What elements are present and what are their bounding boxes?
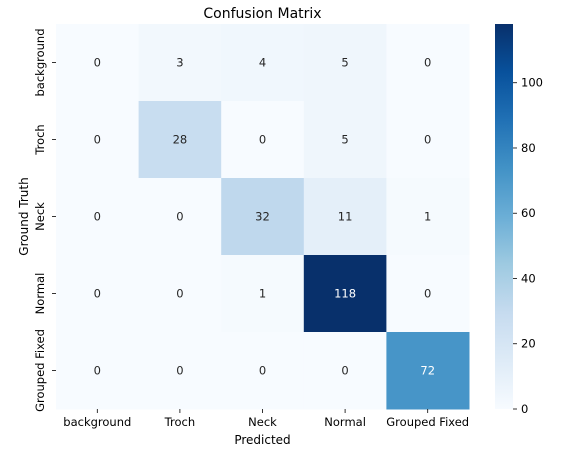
heatmap-cell bbox=[221, 101, 305, 179]
colorbar-tick-label: 80 bbox=[521, 141, 536, 155]
heatmap-cell bbox=[303, 255, 387, 333]
cell-value-label: 32 bbox=[255, 210, 270, 224]
cell-value-label: 0 bbox=[424, 56, 431, 70]
cell-value-label: 0 bbox=[176, 210, 183, 224]
cell-value-label: 0 bbox=[176, 364, 183, 378]
y-tick-label: Neck bbox=[33, 202, 47, 231]
colorbar: 0 20 40 60 80 100 bbox=[495, 24, 543, 416]
y-axis-label: Ground Truth bbox=[17, 177, 31, 255]
x-tick-label: Grouped Fixed bbox=[386, 415, 469, 429]
heatmap-cell bbox=[138, 255, 222, 333]
cell-value-label: 0 bbox=[259, 364, 266, 378]
cell-value-label: 0 bbox=[94, 210, 101, 224]
cell-value-label: 1 bbox=[424, 210, 431, 224]
cell-value-label: 0 bbox=[176, 287, 183, 301]
cell-value-label: 118 bbox=[334, 287, 356, 301]
cell-value-label: 0 bbox=[94, 287, 101, 301]
heatmap-cell bbox=[221, 178, 305, 256]
colorbar-tick-label: 0 bbox=[521, 402, 528, 416]
colorbar-tick-label: 20 bbox=[521, 337, 536, 351]
cell-value-label: 72 bbox=[420, 364, 435, 378]
heatmap-cell bbox=[386, 101, 470, 179]
x-axis-label: Predicted bbox=[234, 433, 290, 447]
heatmap-cell bbox=[386, 332, 470, 410]
y-axis-ticks: background Troch Neck Normal Grouped Fixed bbox=[33, 28, 56, 412]
heatmap-cell bbox=[386, 255, 470, 333]
heatmap-cell bbox=[303, 101, 387, 179]
cell-value-label: 3 bbox=[176, 56, 183, 70]
heatmap-cell bbox=[303, 332, 387, 410]
heatmap-cell bbox=[138, 101, 222, 179]
x-tick-label: Neck bbox=[248, 415, 277, 429]
cell-value-label: 11 bbox=[338, 210, 353, 224]
heatmap-cell bbox=[56, 178, 140, 256]
colorbar-tick-label: 60 bbox=[521, 206, 536, 220]
y-tick-label: Normal bbox=[33, 273, 47, 315]
y-tick-label: Grouped Fixed bbox=[33, 329, 47, 412]
heatmap-cell bbox=[138, 24, 222, 102]
colorbar-gradient bbox=[495, 24, 513, 409]
heatmap-cell bbox=[386, 178, 470, 256]
cell-value-label: 0 bbox=[341, 364, 348, 378]
cell-value-label: 0 bbox=[94, 133, 101, 147]
x-tick-label: Troch bbox=[164, 415, 195, 429]
colorbar-tick-label: 40 bbox=[521, 271, 536, 285]
heatmap-cell bbox=[221, 332, 305, 410]
cell-value-label: 0 bbox=[424, 133, 431, 147]
heatmap-cell bbox=[56, 101, 140, 179]
heatmap-cell bbox=[303, 178, 387, 256]
heatmap-cell bbox=[56, 332, 140, 410]
x-axis-ticks: background Troch Neck Normal Grouped Fixed bbox=[63, 409, 469, 429]
heatmap-cell bbox=[138, 332, 222, 410]
cell-value-label: 1 bbox=[259, 287, 266, 301]
cell-value-label: 0 bbox=[94, 56, 101, 70]
cell-value-label: 5 bbox=[341, 56, 348, 70]
colorbar-tick-label: 100 bbox=[521, 76, 543, 90]
heatmap-cells: 0 3 4 5 00 28 0 5 00 0 32 11 10 0 1 118 00 0 0 0 72 bbox=[56, 24, 470, 410]
chart-title: Confusion Matrix bbox=[203, 6, 321, 22]
cell-value-label: 28 bbox=[173, 133, 188, 147]
cell-value-label: 4 bbox=[259, 56, 266, 70]
heatmap-cell bbox=[56, 255, 140, 333]
heatmap-cell bbox=[221, 255, 305, 333]
heatmap-cell bbox=[386, 24, 470, 102]
cell-value-label: 5 bbox=[341, 133, 348, 147]
cell-value-label: 0 bbox=[424, 287, 431, 301]
heatmap-cell bbox=[303, 24, 387, 102]
cell-value-label: 0 bbox=[259, 133, 266, 147]
y-tick-label: background bbox=[33, 28, 47, 96]
heatmap-cell bbox=[138, 178, 222, 256]
heatmap-cell bbox=[221, 24, 305, 102]
cell-value-label: 0 bbox=[94, 364, 101, 378]
x-tick-label: background bbox=[63, 415, 131, 429]
x-tick-label: Normal bbox=[324, 415, 366, 429]
y-tick-label: Troch bbox=[33, 124, 47, 155]
heatmap-cell bbox=[56, 24, 140, 102]
